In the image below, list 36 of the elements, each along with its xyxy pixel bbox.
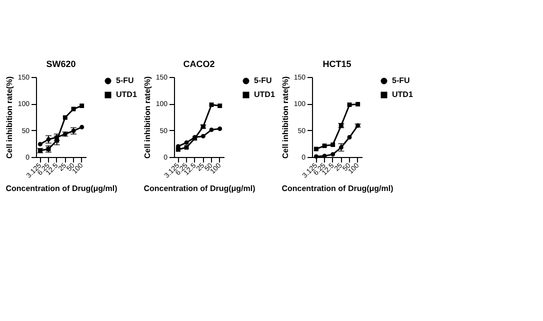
x-axis-title: Concentration of Drug(μg/ml) xyxy=(6,184,118,194)
point xyxy=(80,104,84,108)
y-axis-title: Cell inhibition rate(%) xyxy=(142,76,152,159)
point xyxy=(314,146,318,152)
point xyxy=(218,126,222,131)
point xyxy=(330,152,336,157)
point xyxy=(330,142,336,147)
point xyxy=(314,154,318,159)
y-axis-title: Cell inhibition rate(%) xyxy=(4,76,14,159)
legend-label: UTD1 xyxy=(254,90,276,99)
legend-label: 5-FU xyxy=(254,76,272,85)
point xyxy=(322,144,327,148)
chart-title: SW620 xyxy=(46,59,76,69)
point xyxy=(209,102,214,107)
point xyxy=(322,154,327,158)
point xyxy=(184,140,189,145)
chart-title: CACO2 xyxy=(183,59,215,69)
point xyxy=(347,102,352,107)
point xyxy=(38,142,42,146)
point xyxy=(200,134,206,138)
x-axis-title: Concentration of Drug(μg/ml) xyxy=(282,184,394,194)
point xyxy=(184,145,189,150)
point xyxy=(347,135,352,140)
legend-label: 5-FU xyxy=(116,76,134,85)
chart-title: HCT15 xyxy=(322,59,352,69)
legend-label: UTD1 xyxy=(116,90,138,99)
point xyxy=(209,128,214,132)
y-axis-title: Cell inhibition rate(%) xyxy=(280,76,290,159)
point xyxy=(62,115,68,120)
point xyxy=(218,104,222,108)
point xyxy=(80,124,84,130)
point xyxy=(176,147,180,152)
point xyxy=(356,102,360,106)
legend-label: 5-FU xyxy=(392,76,410,85)
x-axis-title: Concentration of Drug(μg/ml) xyxy=(144,184,256,194)
legend-label: UTD1 xyxy=(392,90,414,99)
